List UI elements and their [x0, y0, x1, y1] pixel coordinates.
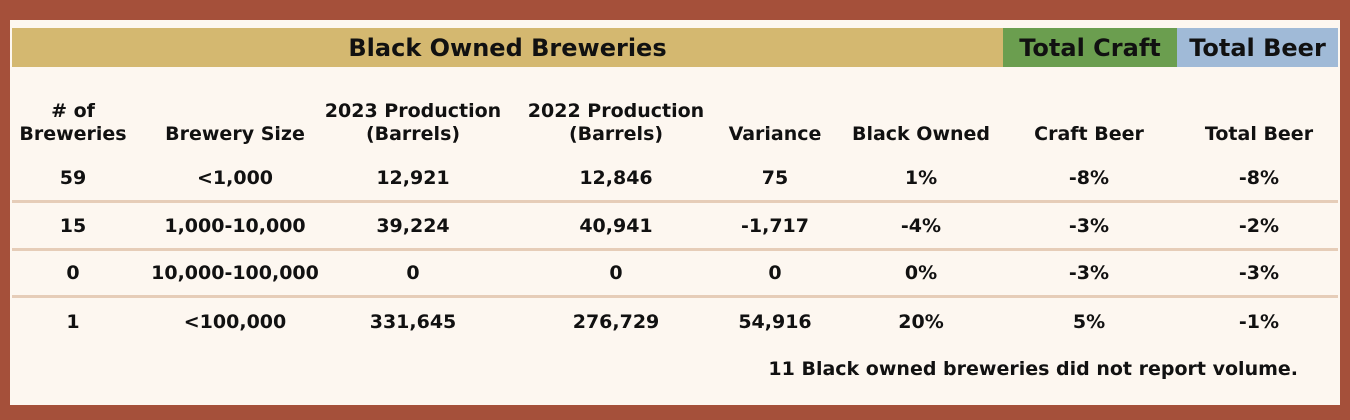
table-cell: 276,729 — [572, 311, 660, 333]
table-cell: 0% — [904, 262, 938, 284]
table-cell: 0 — [66, 262, 80, 284]
table-cell: -2% — [1238, 215, 1280, 237]
table-cell: 1% — [904, 167, 938, 189]
table-cell: 331,645 — [369, 311, 457, 333]
table-cell: 1 — [66, 311, 80, 333]
table-cell: -1% — [1238, 311, 1280, 333]
table-cell: -3% — [1068, 262, 1110, 284]
table-cell: 0 — [609, 262, 623, 284]
table-cell: -3% — [1068, 215, 1110, 237]
table-cell: 40,941 — [579, 215, 653, 237]
table-cell: -3% — [1238, 262, 1280, 284]
column-header: 2022 Production (Barrels) — [527, 100, 705, 145]
row-separator — [12, 200, 1338, 203]
beer-band: Total Beer — [1177, 28, 1338, 67]
column-header: # of Breweries — [19, 100, 127, 145]
title-band: Black Owned Breweries — [12, 28, 1003, 67]
column-header: Black Owned — [851, 123, 991, 145]
column-header: Total Beer — [1204, 123, 1314, 145]
table-panel: Black Owned Breweries Total Craft Total … — [10, 20, 1340, 405]
table-cell: <100,000 — [183, 311, 287, 333]
column-header: 2023 Production (Barrels) — [324, 100, 502, 145]
table-cell: <1,000 — [196, 167, 274, 189]
table-cell: 20% — [898, 311, 944, 333]
table-cell: 12,921 — [376, 167, 450, 189]
table-cell: 39,224 — [376, 215, 450, 237]
column-header: Brewery Size — [165, 123, 305, 145]
table-cell: 15 — [59, 215, 87, 237]
table-cell: 10,000-100,000 — [151, 262, 319, 284]
table-cell: 0 — [768, 262, 782, 284]
table-cell: -8% — [1238, 167, 1280, 189]
table-cell: -4% — [900, 215, 942, 237]
footnote: 11 Black owned breweries did not report … — [768, 358, 1298, 380]
table-cell: 5% — [1072, 311, 1106, 333]
row-separator — [12, 248, 1338, 251]
row-separator — [12, 295, 1338, 298]
table-cell: 59 — [59, 167, 87, 189]
column-header: Variance — [728, 123, 822, 145]
table-cell: 12,846 — [579, 167, 653, 189]
column-header: Craft Beer — [1034, 123, 1144, 145]
table-cell: -8% — [1068, 167, 1110, 189]
table-cell: 54,916 — [738, 311, 812, 333]
table-cell: 1,000-10,000 — [164, 215, 306, 237]
table-cell: 0 — [406, 262, 420, 284]
craft-band: Total Craft — [1003, 28, 1177, 67]
table-cell: 75 — [761, 167, 789, 189]
table-cell: -1,717 — [741, 215, 809, 237]
